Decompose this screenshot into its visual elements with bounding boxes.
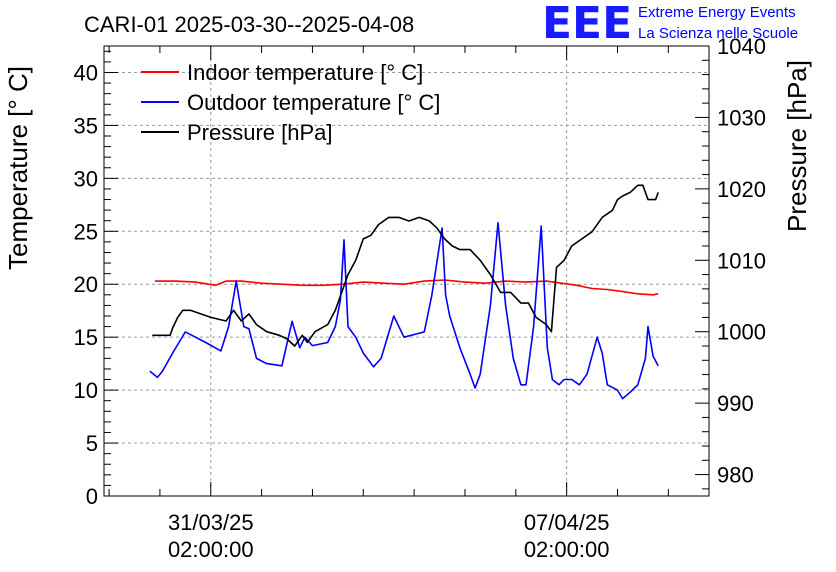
series-line-2 — [149, 222, 659, 400]
left-tick-label: 35 — [74, 113, 98, 138]
left-tick-label: 0 — [86, 484, 98, 509]
left-tick-label: 20 — [74, 272, 98, 297]
left-tick-label: 30 — [74, 166, 98, 191]
logo-line-1: Extreme Energy Events — [638, 4, 796, 21]
y-axis-right-label: Pressure [hPa] — [782, 60, 812, 232]
left-tick-label: 25 — [74, 219, 98, 244]
legend-label-2: Outdoor temperature [° C] — [187, 90, 440, 115]
right-tick-label: 1040 — [717, 34, 766, 59]
legend: Indoor temperature [° C] Outdoor temperat… — [141, 60, 440, 145]
left-tick-label: 40 — [74, 60, 98, 85]
plot-frame — [103, 45, 710, 497]
right-tick-label: 990 — [717, 391, 754, 416]
y-axis-left-label: Temperature [° C] — [3, 66, 33, 270]
right-tick-label: 1030 — [717, 105, 766, 130]
left-tick-label: 15 — [74, 325, 98, 350]
left-tick-label: 10 — [74, 378, 98, 403]
x-tick-label-date: 31/03/25 — [168, 510, 254, 535]
left-tick-label: 5 — [86, 431, 98, 456]
legend-label-1: Indoor temperature [° C] — [187, 60, 423, 85]
eee-logo: EEE — [542, 0, 633, 49]
x-tick-label-date: 07/04/25 — [524, 510, 610, 535]
series-layer — [149, 184, 659, 400]
legend-label-3: Pressure [hPa] — [187, 120, 333, 145]
series-line-3 — [152, 184, 659, 347]
chart-title: CARI-01 2025-03-30--2025-04-08 — [84, 12, 414, 37]
x-tick-label-time: 02:00:00 — [168, 537, 254, 562]
right-tick-label: 1000 — [717, 320, 766, 345]
left-axis: 0 5 10 15 20 25 30 35 40 — [74, 50, 118, 509]
logo-line-2: La Scienza nelle Scuole — [638, 25, 799, 42]
series-line-1 — [154, 279, 659, 296]
right-tick-label: 1020 — [717, 177, 766, 202]
right-axis: 980 990 1000 1010 1020 1030 1040 — [695, 34, 766, 490]
plot-border — [103, 45, 710, 497]
right-tick-label: 1010 — [717, 248, 766, 273]
x-tick-label-time: 02:00:00 — [524, 537, 610, 562]
right-tick-label: 980 — [717, 463, 754, 488]
